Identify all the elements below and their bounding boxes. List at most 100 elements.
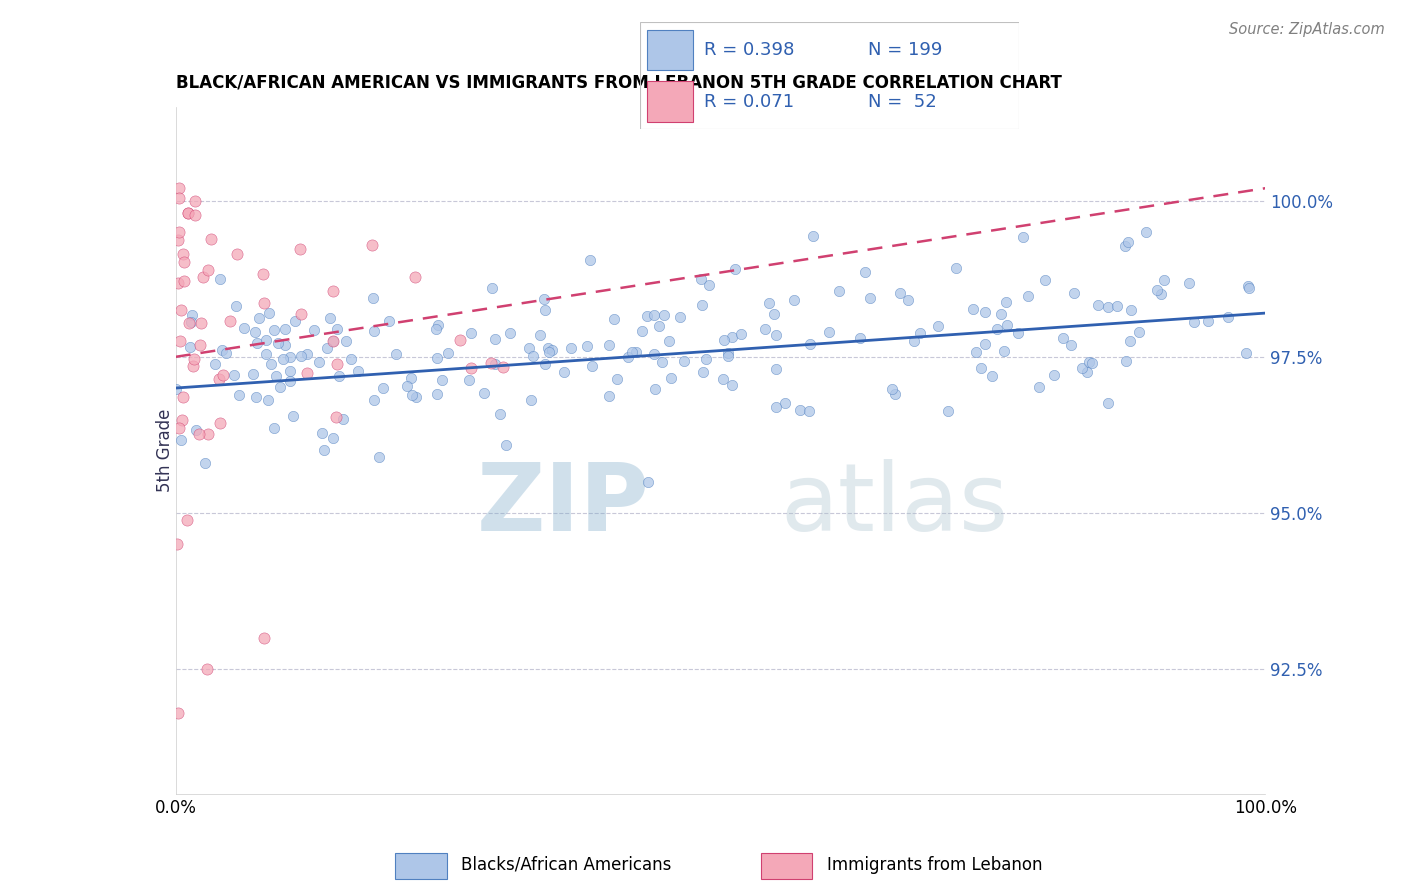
Point bbox=[321, 431, 343, 445]
Point bbox=[799, 337, 821, 351]
Text: Immigrants from Lebanon: Immigrants from Lebanon bbox=[827, 855, 1042, 874]
Point bbox=[179, 340, 201, 354]
Point bbox=[183, 352, 205, 367]
Point bbox=[828, 285, 851, 299]
Point bbox=[177, 206, 200, 220]
Point bbox=[197, 263, 219, 277]
Point bbox=[215, 346, 238, 360]
Point bbox=[177, 206, 200, 220]
Point bbox=[211, 368, 233, 383]
Point bbox=[436, 346, 458, 360]
Point bbox=[312, 443, 335, 458]
Point bbox=[253, 295, 276, 310]
Point bbox=[692, 366, 714, 380]
Point bbox=[903, 334, 925, 348]
Point bbox=[799, 404, 821, 418]
Point bbox=[1119, 303, 1142, 318]
Point bbox=[1178, 276, 1201, 290]
Point bbox=[717, 349, 740, 363]
Point bbox=[228, 388, 250, 402]
Point bbox=[172, 390, 194, 404]
Point bbox=[425, 387, 447, 401]
Point bbox=[363, 324, 385, 338]
Text: Blacks/African Americans: Blacks/African Americans bbox=[461, 855, 672, 874]
Point bbox=[371, 381, 394, 395]
Point bbox=[889, 286, 911, 301]
Point bbox=[401, 388, 423, 402]
Point bbox=[643, 308, 665, 322]
Point bbox=[537, 341, 560, 355]
Point bbox=[520, 392, 543, 407]
Point bbox=[479, 356, 502, 370]
Point bbox=[242, 368, 264, 382]
Point bbox=[1081, 356, 1104, 370]
Point bbox=[1043, 368, 1066, 383]
Point bbox=[1182, 315, 1205, 329]
Point bbox=[165, 382, 187, 396]
Point bbox=[460, 326, 482, 340]
Point bbox=[965, 345, 987, 359]
Point bbox=[711, 372, 734, 386]
Point bbox=[581, 359, 603, 374]
Point bbox=[195, 662, 218, 676]
Point bbox=[1097, 395, 1119, 409]
Point bbox=[166, 537, 188, 551]
Point bbox=[713, 333, 735, 347]
Point bbox=[1197, 314, 1219, 328]
Point bbox=[290, 307, 312, 321]
Point bbox=[648, 319, 671, 334]
Point bbox=[284, 314, 307, 328]
Point bbox=[981, 368, 1004, 383]
Point bbox=[385, 347, 408, 361]
Point bbox=[322, 334, 344, 349]
Point bbox=[484, 357, 506, 371]
Point bbox=[326, 321, 349, 335]
Point bbox=[347, 363, 370, 377]
Point bbox=[274, 322, 297, 336]
Point bbox=[481, 281, 503, 295]
Point bbox=[167, 276, 190, 290]
Point bbox=[789, 403, 811, 417]
Point bbox=[254, 333, 277, 347]
Point bbox=[1060, 337, 1083, 351]
Point bbox=[763, 307, 786, 321]
Point bbox=[1087, 297, 1109, 311]
Point bbox=[460, 361, 482, 376]
Point bbox=[538, 345, 561, 359]
Point bbox=[636, 309, 658, 323]
Point bbox=[1007, 326, 1029, 341]
Point bbox=[181, 359, 204, 373]
Point bbox=[654, 308, 676, 322]
Point bbox=[724, 262, 747, 277]
Point bbox=[631, 324, 654, 338]
Point bbox=[208, 416, 231, 430]
Point bbox=[245, 390, 267, 404]
FancyBboxPatch shape bbox=[761, 853, 813, 879]
Point bbox=[325, 357, 347, 371]
Point bbox=[995, 318, 1018, 332]
Point bbox=[208, 372, 231, 386]
Point bbox=[319, 310, 342, 325]
Y-axis label: 5th Grade: 5th Grade bbox=[156, 409, 173, 492]
Point bbox=[758, 296, 780, 310]
Point bbox=[488, 407, 510, 421]
Point bbox=[169, 334, 191, 348]
Point bbox=[617, 351, 640, 365]
Point bbox=[620, 344, 643, 359]
FancyBboxPatch shape bbox=[647, 81, 693, 122]
Point bbox=[340, 352, 363, 367]
Point bbox=[363, 393, 385, 408]
Point bbox=[225, 247, 247, 261]
Point bbox=[1052, 331, 1074, 345]
Point bbox=[260, 357, 283, 371]
Point bbox=[624, 344, 647, 359]
Point bbox=[492, 359, 515, 374]
Point bbox=[449, 333, 471, 347]
Point bbox=[430, 373, 453, 387]
Point bbox=[553, 365, 575, 379]
Point bbox=[606, 372, 628, 386]
Point bbox=[534, 303, 557, 318]
Point bbox=[322, 284, 344, 298]
Point bbox=[322, 334, 344, 349]
Point bbox=[1028, 380, 1050, 394]
